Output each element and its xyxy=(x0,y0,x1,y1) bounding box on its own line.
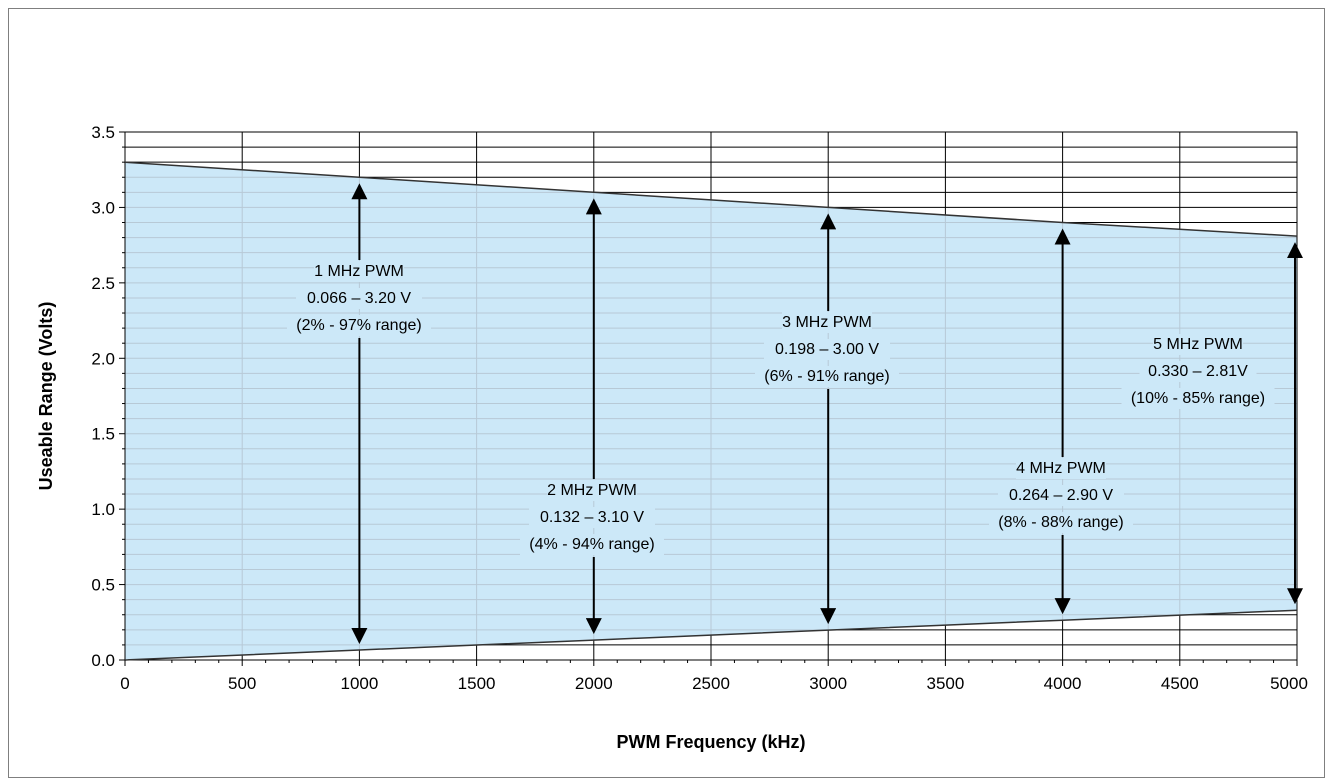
annotation-bg xyxy=(1016,458,1106,479)
y-axis-title: Useable Range (Volts) xyxy=(36,302,56,491)
x-tick-label: 4500 xyxy=(1161,674,1199,693)
y-tick-label: 0.5 xyxy=(91,576,115,595)
annotation-bg xyxy=(547,480,637,501)
annotation-bg xyxy=(296,288,422,309)
annotation-bg xyxy=(287,315,431,336)
y-tick-label: 0.0 xyxy=(91,651,115,670)
y-tick-label: 3.5 xyxy=(91,123,115,142)
annotation-bg xyxy=(989,512,1133,533)
annotation-bg xyxy=(1139,361,1257,382)
y-tick-label: 2.5 xyxy=(91,274,115,293)
annotation-line: 0.066 – 3.20 V xyxy=(307,290,411,307)
annotation-line: 1 MHz PWM xyxy=(314,263,404,280)
annotation-bg xyxy=(998,485,1124,506)
annotation-line: (2% - 97% range) xyxy=(296,317,421,334)
annotation-line: 0.330 – 2.81V xyxy=(1148,363,1248,380)
annotation-line: 0.198 – 3.00 V xyxy=(775,341,879,358)
annotation-3mhz: 3 MHz PWM 0.198 – 3.00 V (6% - 91% range) xyxy=(755,312,899,387)
lower-limit-line xyxy=(124,609,1298,661)
annotation-bg xyxy=(764,339,890,360)
annotation-line: 0.264 – 2.90 V xyxy=(1009,487,1113,504)
x-tick-label: 4000 xyxy=(1044,674,1082,693)
upper-limit-line xyxy=(124,161,1298,237)
annotation-line: (10% - 85% range) xyxy=(1131,390,1265,407)
y-tick-label: 2.0 xyxy=(91,349,115,368)
x-tick-label: 1000 xyxy=(340,674,378,693)
x-tick-label: 2000 xyxy=(575,674,613,693)
range-arrows xyxy=(351,183,1303,645)
y-tick-label: 3.0 xyxy=(91,198,115,217)
boundary-lines xyxy=(124,161,1298,661)
x-tick-label: 5000 xyxy=(1270,674,1308,693)
x-tick-label: 3000 xyxy=(809,674,847,693)
axis-ticks: 0.0 0.5 1.0 1.5 2.0 2.5 3.0 3.5 0 500 1000 1500 2000… xyxy=(91,123,1308,693)
annotation-bg xyxy=(314,261,404,282)
annotation-2mhz: 2 MHz PWM 0.132 – 3.10 V (4% - 94% range) xyxy=(520,480,664,555)
annotation-bg xyxy=(755,366,899,387)
annotation-line: 4 MHz PWM xyxy=(1016,460,1106,477)
x-tick-label: 0 xyxy=(120,674,129,693)
x-tick-label: 500 xyxy=(228,674,256,693)
annotation-bg xyxy=(520,534,664,555)
y-tick-label: 1.5 xyxy=(91,425,115,444)
annotation-line: 3 MHz PWM xyxy=(782,314,872,331)
annotation-4mhz: 4 MHz PWM 0.264 – 2.90 V (8% - 88% range) xyxy=(989,458,1133,533)
x-tick-label: 1500 xyxy=(458,674,496,693)
annotations: 1 MHz PWM 0.066 – 3.20 V (2% - 97% range) 2… xyxy=(287,261,1275,555)
annotation-line: (8% - 88% range) xyxy=(998,514,1123,531)
annotation-bg xyxy=(529,507,655,528)
y-tick-label: 1.0 xyxy=(91,500,115,519)
annotation-line: (4% - 94% range) xyxy=(529,536,654,553)
annotation-bg xyxy=(782,312,872,333)
x-axis-title: PWM Frequency (kHz) xyxy=(616,732,805,752)
annotation-1mhz: 1 MHz PWM 0.066 – 3.20 V (2% - 97% range) xyxy=(287,261,431,336)
annotation-line: (6% - 91% range) xyxy=(764,368,889,385)
annotation-bg xyxy=(1121,388,1275,409)
annotation-line: 5 MHz PWM xyxy=(1153,336,1243,353)
x-tick-label: 3500 xyxy=(926,674,964,693)
grid-layer xyxy=(124,131,1298,661)
annotation-line: 0.132 – 3.10 V xyxy=(540,509,644,526)
x-tick-label: 2500 xyxy=(692,674,730,693)
annotation-bg xyxy=(1153,334,1243,355)
annotation-5mhz: 5 MHz PWM 0.330 – 2.81V (10% - 85% range) xyxy=(1121,334,1275,409)
annotation-line: 2 MHz PWM xyxy=(547,482,637,499)
